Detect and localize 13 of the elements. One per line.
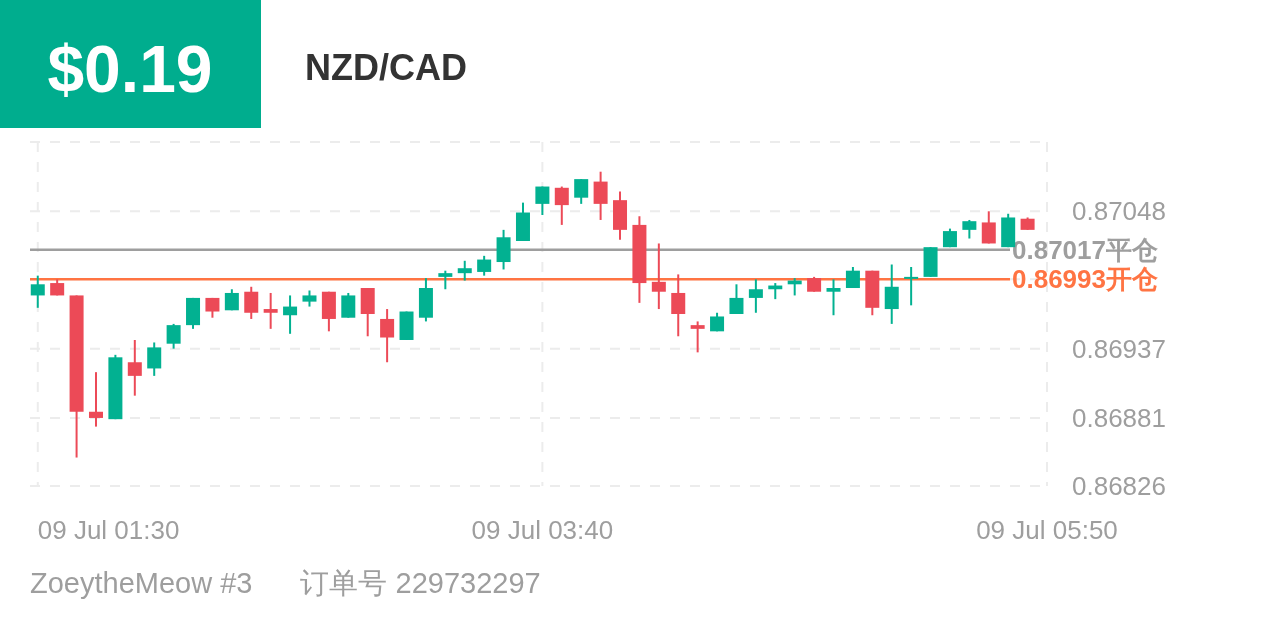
y-tick-label: 0.86826 xyxy=(1072,471,1166,501)
y-tick-label: 0.87048 xyxy=(1072,196,1166,227)
text: ZoeytheMeow #3 xyxy=(30,567,253,599)
chart-title: NZD/CAD xyxy=(305,47,467,88)
x-tick-label: 09 Jul 01:30 xyxy=(37,515,180,545)
ref-line-label: 0.87017平仓 xyxy=(1012,234,1158,265)
ref-line-label: 0.86993开仓 xyxy=(1012,264,1158,295)
y-tick-label: 0.86937 xyxy=(1072,333,1166,364)
text: 订单号 229732297 xyxy=(300,567,541,599)
y-tick-label: 0.86881 xyxy=(1072,402,1166,433)
chart-subtitle: $0.19 xyxy=(47,32,213,106)
x-tick-label: 09 Jul 05:50 xyxy=(976,515,1118,545)
x-tick-label: 09 Jul 03:40 xyxy=(471,515,614,545)
